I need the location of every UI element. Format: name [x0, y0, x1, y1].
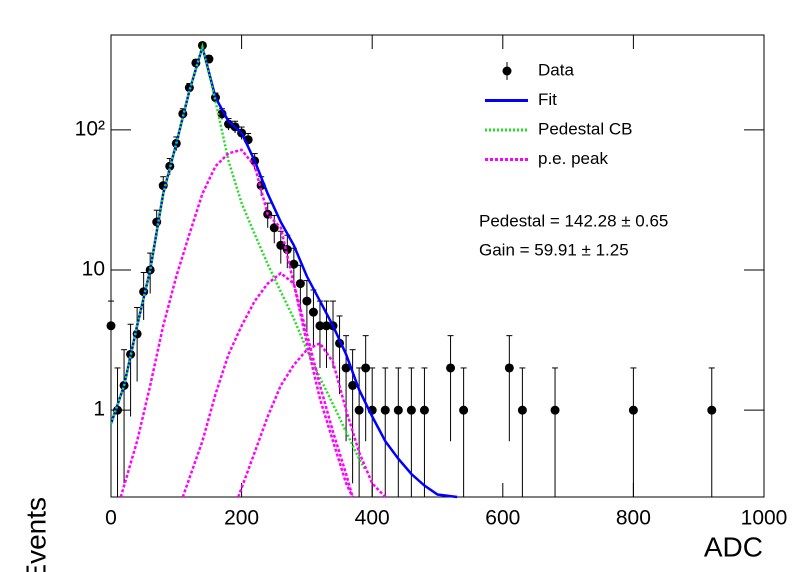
annotation: Gain = 59.91 ± 1.25 [479, 240, 629, 259]
plot-frame [110, 34, 765, 498]
x-tick-label: 600 [485, 507, 520, 530]
x-tick-label: 1000 [741, 507, 788, 530]
data-point [504, 363, 514, 373]
curve [119, 148, 387, 498]
data-point [295, 279, 305, 289]
data-point [354, 405, 364, 415]
data-point [269, 223, 279, 233]
curve [109, 42, 458, 499]
data-point [707, 405, 717, 415]
data-point [321, 321, 331, 331]
y-tick-label: 10² [75, 117, 105, 140]
data-point [341, 363, 351, 373]
data-point [419, 405, 429, 415]
data-point [446, 363, 456, 373]
legend-label: p.e. peak [538, 149, 608, 168]
data-point [517, 405, 527, 415]
data-point [550, 405, 560, 415]
x-axis-label: ADC [704, 531, 763, 562]
x-tick-label: 0 [105, 507, 117, 530]
x-tick-label: 400 [355, 507, 390, 530]
data-point [628, 405, 638, 415]
y-axis-label: Events [20, 497, 51, 572]
legend-label: Fit [538, 90, 557, 109]
data-point [406, 405, 416, 415]
data-point [315, 321, 325, 331]
legend-symbol [502, 66, 512, 76]
y-tick-label: 10 [82, 258, 105, 281]
data-point [361, 363, 371, 373]
data-point [106, 321, 116, 331]
legend-label: Data [538, 60, 574, 79]
curve [109, 42, 367, 472]
x-tick-label: 800 [616, 507, 651, 530]
data-point [289, 259, 299, 269]
data-point [380, 405, 390, 415]
data-point [393, 405, 403, 415]
data-point [302, 296, 312, 306]
legend-label: Pedestal CB [538, 119, 633, 138]
data-point [276, 240, 286, 250]
annotation: Pedestal = 142.28 ± 0.65 [479, 211, 668, 230]
data-point [459, 405, 469, 415]
data-point [348, 380, 358, 390]
x-tick-label: 200 [224, 507, 259, 530]
y-tick-label: 1 [93, 398, 105, 421]
data-point [308, 307, 318, 317]
